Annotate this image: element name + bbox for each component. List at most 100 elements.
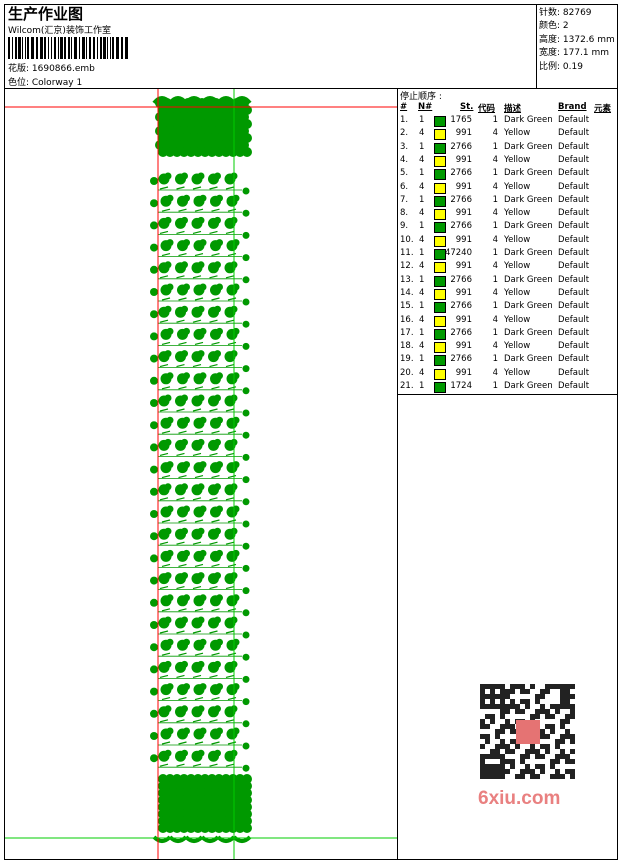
leaf-motif — [197, 216, 205, 224]
stem — [209, 630, 218, 634]
qr-module — [545, 734, 550, 739]
divider — [398, 394, 618, 395]
qr-module — [555, 759, 560, 764]
color-swatch — [434, 288, 446, 300]
leaf-motif — [150, 376, 158, 385]
leaf-motif — [165, 788, 175, 798]
col-element: 元素 — [594, 104, 612, 114]
qr-module — [540, 769, 545, 774]
stem — [159, 630, 169, 634]
qr-module — [545, 724, 550, 729]
leaf-motif — [150, 598, 158, 607]
stem — [161, 652, 171, 656]
leaf-motif — [181, 438, 188, 446]
row-index: 8. — [400, 208, 409, 219]
qr-module — [480, 704, 485, 709]
row-description: Dark Green — [504, 274, 553, 285]
row-code: 1 — [492, 354, 498, 365]
stem — [192, 674, 202, 678]
qr-module — [520, 684, 525, 689]
qr-module — [485, 734, 490, 739]
leaf-motif — [150, 465, 158, 474]
leaf-motif — [150, 332, 158, 341]
row-stitches: 991 — [455, 208, 472, 219]
qr-module — [510, 729, 515, 734]
stem — [194, 475, 204, 479]
design-file: 花版: 1690866.emb — [8, 64, 95, 74]
row-stitches: 47240 — [444, 248, 472, 258]
leaf-motif — [242, 298, 250, 306]
row-needle: 4 — [419, 208, 425, 219]
table-row: 15. 1 2766 1 Dark Green Default — [400, 301, 616, 314]
stem — [192, 719, 202, 723]
qr-module — [570, 759, 575, 764]
leaf-motif — [214, 774, 224, 784]
row-brand: Default — [558, 327, 590, 338]
leaf-motif — [197, 172, 205, 180]
color-swatch — [434, 315, 446, 327]
leaf-motif — [150, 554, 158, 563]
leaf-motif — [179, 147, 189, 157]
barcode-bar — [68, 37, 70, 59]
leaf-motif — [214, 823, 224, 833]
leaf-motif — [181, 483, 188, 491]
stem — [211, 386, 220, 390]
stem — [209, 541, 218, 545]
leaf-motif — [166, 683, 174, 691]
table-row: 5. 1 2766 1 Dark Green Default — [400, 168, 616, 181]
barcode-bar — [103, 37, 106, 59]
col-brand: Brand — [558, 102, 587, 112]
qr-module — [550, 729, 555, 734]
stem — [225, 763, 235, 767]
leaf-motif — [242, 542, 250, 550]
leaf-motif — [214, 216, 221, 224]
leaf-motif — [214, 660, 221, 668]
leaf-motif — [242, 520, 250, 528]
leaf-motif — [199, 638, 207, 646]
qr-module — [520, 754, 525, 759]
stem — [176, 319, 185, 323]
leaf-motif — [214, 809, 224, 819]
leaf-motif — [216, 683, 223, 691]
stem — [178, 341, 187, 345]
color-swatch — [434, 368, 446, 380]
leaf-motif — [207, 781, 217, 791]
leaf-motif — [214, 350, 221, 358]
qr-module — [490, 749, 495, 754]
stem — [209, 674, 218, 678]
qr-module — [560, 749, 565, 754]
row-stitches: 2766 — [450, 194, 472, 205]
qr-module — [570, 709, 575, 714]
leaf-motif — [214, 147, 224, 157]
qr-module — [535, 754, 540, 759]
stem — [176, 275, 185, 279]
stem — [159, 586, 169, 590]
leaf-motif — [183, 461, 190, 469]
row-description: Yellow — [504, 341, 531, 352]
leaf-motif — [228, 795, 238, 805]
qr-module — [530, 684, 535, 689]
qr-module — [495, 774, 500, 779]
qr-module — [485, 764, 490, 769]
stem — [159, 364, 169, 368]
leaf-motif — [197, 483, 205, 491]
leaf-motif — [165, 774, 175, 784]
leaf-motif — [172, 809, 182, 819]
leaf-motif — [158, 781, 168, 791]
qr-module — [495, 704, 500, 709]
row-stitches: 991 — [455, 287, 472, 298]
leaf-motif — [228, 823, 238, 833]
qr-module — [535, 764, 540, 769]
row-index: 19. — [400, 354, 414, 365]
barcode-bar — [40, 37, 43, 59]
qr-module — [565, 699, 570, 704]
stem — [178, 652, 187, 656]
leaf-motif — [172, 781, 182, 791]
stop-sequence-panel — [397, 88, 618, 860]
row-code: 1 — [492, 327, 498, 338]
stem — [159, 230, 169, 234]
leaf-motif — [242, 498, 250, 506]
stem — [159, 719, 169, 723]
row-needle: 1 — [419, 248, 425, 258]
row-brand: Default — [558, 194, 590, 205]
